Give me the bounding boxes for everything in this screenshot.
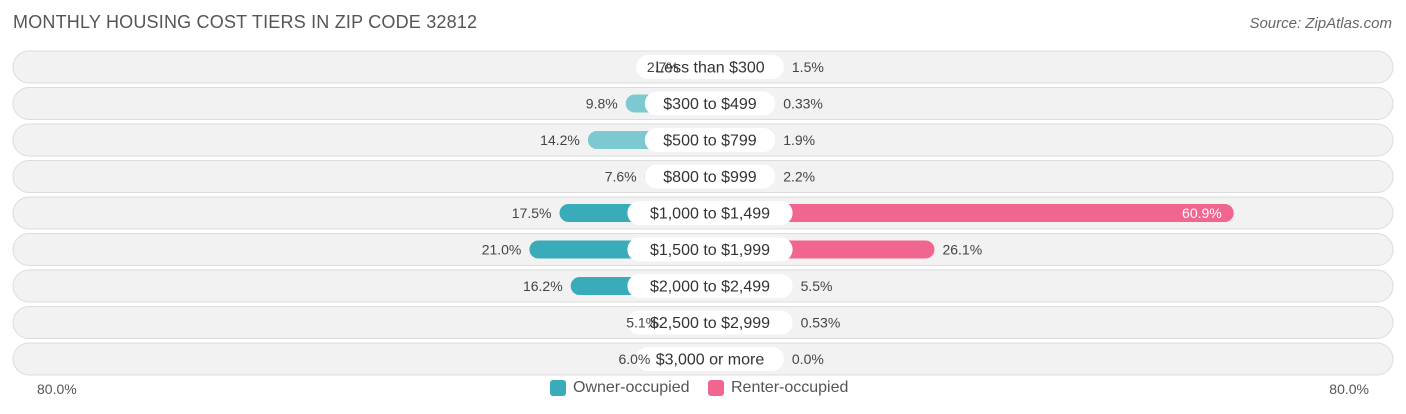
value-label-renter: 2.2% [783,169,815,185]
category-pill [636,55,784,79]
value-label-renter: 60.9% [1182,205,1222,221]
value-label-renter: 26.1% [942,242,982,258]
category-label: $1,000 to $1,499 [650,206,770,223]
value-label-renter: 0.33% [783,96,823,112]
category-label: $3,000 or more [656,352,765,369]
category-label: Less than $300 [655,60,765,77]
category-label: $2,500 to $2,999 [650,315,770,332]
value-label-renter: 5.5% [801,278,833,294]
value-label-renter: 1.5% [792,59,824,75]
value-label-owner: 17.5% [512,205,552,221]
category-pill [644,91,776,116]
category-label: $800 to $999 [663,169,757,186]
value-label-renter: 1.9% [783,132,815,148]
category-pill [627,201,793,225]
category-label: $500 to $799 [663,133,757,150]
category-pill [627,274,793,298]
legend: Owner-occupied Renter-occupied [0,379,1406,401]
legend-label-owner: Owner-occupied [573,379,690,396]
legend-label-renter: Renter-occupied [731,379,849,396]
category-pill [636,347,784,371]
axis-right-label: 80.0% [1329,381,1369,397]
legend-swatch-renter [708,380,724,396]
legend-item-renter: Renter-occupied [708,379,848,397]
category-pill [644,128,776,152]
value-label-renter: 0.53% [801,315,841,331]
chart-title: MONTHLY HOUSING COST TIERS IN ZIP CODE 3… [13,12,478,32]
value-label-owner: 5.1% [626,315,658,331]
category-label: $2,000 to $2,499 [650,279,770,296]
category-label: $1,500 to $1,999 [650,242,770,259]
value-label-owner: 6.0% [618,351,650,367]
value-label-owner: 21.0% [482,242,522,258]
value-label-owner: 16.2% [523,278,563,294]
category-pill [627,237,793,262]
category-pill [627,310,793,335]
legend-item-owner: Owner-occupied [550,379,690,397]
legend-swatch-owner [550,380,566,396]
value-label-owner: 9.8% [586,96,618,112]
source-label: Source: ZipAtlas.com [1249,15,1392,32]
value-label-owner: 7.6% [605,169,637,185]
category-label: $300 to $499 [663,96,757,113]
value-label-renter: 0.0% [792,351,824,367]
value-label-owner: 14.2% [540,132,580,148]
value-label-owner: 2.7% [647,59,679,75]
bar-renter [710,204,1234,222]
axis-left-label: 80.0% [37,381,77,397]
category-pill [644,164,776,189]
